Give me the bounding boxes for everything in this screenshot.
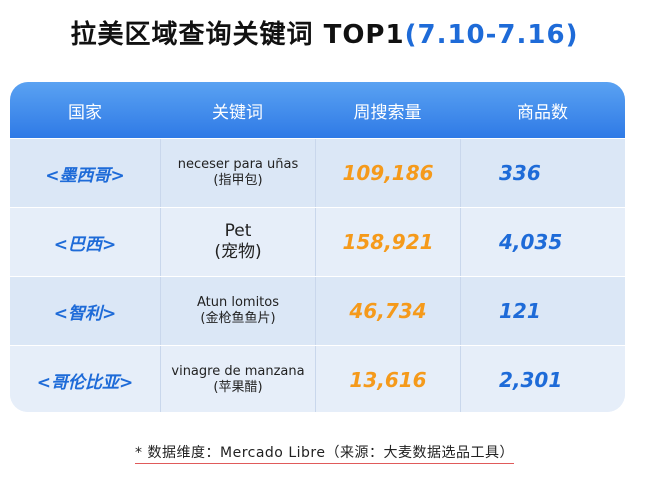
header-weekly-search-volume: 周搜索量	[353, 102, 422, 123]
source-footnote: * 数据维度：Mercado Libre（来源：大麦数据选品工具）	[0, 442, 649, 464]
keyword-spanish: Pet	[224, 220, 252, 241]
cell-volume: 46,734	[315, 277, 460, 345]
keyword-spanish: neceser para uñas	[177, 156, 299, 172]
cell-count: 121	[460, 277, 625, 345]
keyword-chinese: (指甲包)	[213, 173, 263, 188]
table-body: <墨西哥> neceser para uñas (指甲包) 109,186 33…	[10, 138, 625, 412]
keyword-table: 国家 关键词 周搜索量 商品数 <墨西哥> neceser para uñas …	[10, 82, 625, 412]
cell-country: <哥伦比亚>	[36, 372, 134, 393]
cell-count: 4,035	[460, 208, 625, 276]
table-row: <哥伦比亚> vinagre de manzana (苹果醋) 13,616 2…	[10, 345, 625, 412]
table-row: <智利> Atun lomitos (金枪鱼鱼片) 46,734 121	[10, 276, 625, 345]
cell-keyword: neceser para uñas (指甲包)	[160, 139, 315, 207]
keyword-spanish: Atun lomitos	[196, 294, 280, 310]
title-main: 拉美区域查询关键词 TOP1	[70, 20, 405, 50]
cell-keyword: vinagre de manzana (苹果醋)	[160, 346, 315, 412]
header-product-count: 商品数	[517, 102, 568, 123]
cell-volume: 158,921	[315, 208, 460, 276]
keyword-chinese: (苹果醋)	[213, 380, 263, 395]
cell-keyword: Pet (宠物)	[160, 208, 315, 276]
cell-country: <巴西>	[53, 234, 117, 255]
keyword-chinese: (宠物)	[214, 242, 262, 262]
footnote-text: * 数据维度：Mercado Libre（来源：大麦数据选品工具）	[135, 445, 514, 464]
page-title: 拉美区域查询关键词 TOP1(7.10-7.16)	[0, 14, 649, 51]
title-date-range: (7.10-7.16)	[404, 20, 579, 50]
keyword-chinese: (金枪鱼鱼片)	[200, 311, 276, 326]
cell-country: <智利>	[53, 303, 117, 324]
cell-country: <墨西哥>	[45, 165, 125, 186]
header-country: 国家	[68, 102, 102, 123]
table-header: 国家 关键词 周搜索量 商品数	[10, 82, 625, 138]
header-keyword: 关键词	[212, 102, 263, 123]
cell-count: 2,301	[460, 346, 625, 412]
cell-volume: 109,186	[315, 139, 460, 207]
table-row: <墨西哥> neceser para uñas (指甲包) 109,186 33…	[10, 138, 625, 207]
keyword-spanish: vinagre de manzana	[171, 363, 305, 379]
cell-count: 336	[460, 139, 625, 207]
cell-volume: 13,616	[315, 346, 460, 412]
table-row: <巴西> Pet (宠物) 158,921 4,035	[10, 207, 625, 276]
cell-keyword: Atun lomitos (金枪鱼鱼片)	[160, 277, 315, 345]
